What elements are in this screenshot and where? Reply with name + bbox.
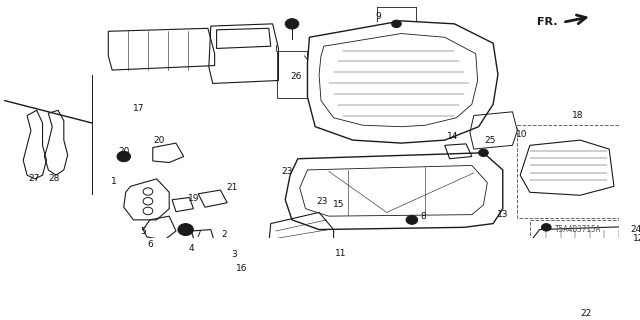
Text: 10: 10	[516, 130, 528, 139]
Text: 18: 18	[572, 111, 584, 120]
Circle shape	[541, 224, 551, 231]
Text: 27: 27	[28, 174, 40, 183]
Text: 2: 2	[221, 230, 227, 239]
Text: 3: 3	[231, 250, 237, 260]
Text: 20: 20	[153, 136, 164, 145]
Text: 24: 24	[630, 225, 640, 234]
Text: FR.: FR.	[538, 17, 558, 27]
Text: 1: 1	[111, 177, 117, 186]
Text: 8: 8	[420, 212, 426, 221]
Bar	[530, 220, 640, 279]
Text: 15: 15	[333, 200, 344, 210]
Text: 19: 19	[188, 195, 199, 204]
Text: 14: 14	[447, 132, 458, 141]
Circle shape	[479, 149, 488, 156]
Circle shape	[392, 20, 401, 28]
Text: 6: 6	[147, 240, 153, 249]
Text: 23: 23	[282, 167, 293, 176]
Text: 11: 11	[335, 249, 346, 258]
Text: 13: 13	[497, 210, 509, 219]
Text: 4: 4	[189, 244, 195, 253]
Text: 17: 17	[132, 104, 144, 113]
Text: 28: 28	[49, 174, 60, 183]
Circle shape	[156, 241, 169, 251]
Circle shape	[285, 19, 299, 29]
Text: 5: 5	[140, 227, 146, 236]
Text: 9: 9	[375, 12, 381, 21]
Bar	[517, 125, 640, 218]
Text: T5A4B3715A: T5A4B3715A	[555, 225, 602, 234]
Text: 25: 25	[484, 136, 496, 145]
Circle shape	[178, 224, 193, 236]
Text: 7: 7	[195, 229, 201, 238]
Text: 20: 20	[118, 147, 129, 156]
Circle shape	[406, 215, 418, 224]
Text: 22: 22	[580, 308, 591, 317]
Text: 12: 12	[632, 234, 640, 243]
Text: 26: 26	[290, 72, 301, 81]
Text: 23: 23	[316, 197, 328, 206]
Text: 16: 16	[236, 264, 248, 273]
Circle shape	[117, 151, 131, 162]
Text: 21: 21	[227, 183, 237, 192]
